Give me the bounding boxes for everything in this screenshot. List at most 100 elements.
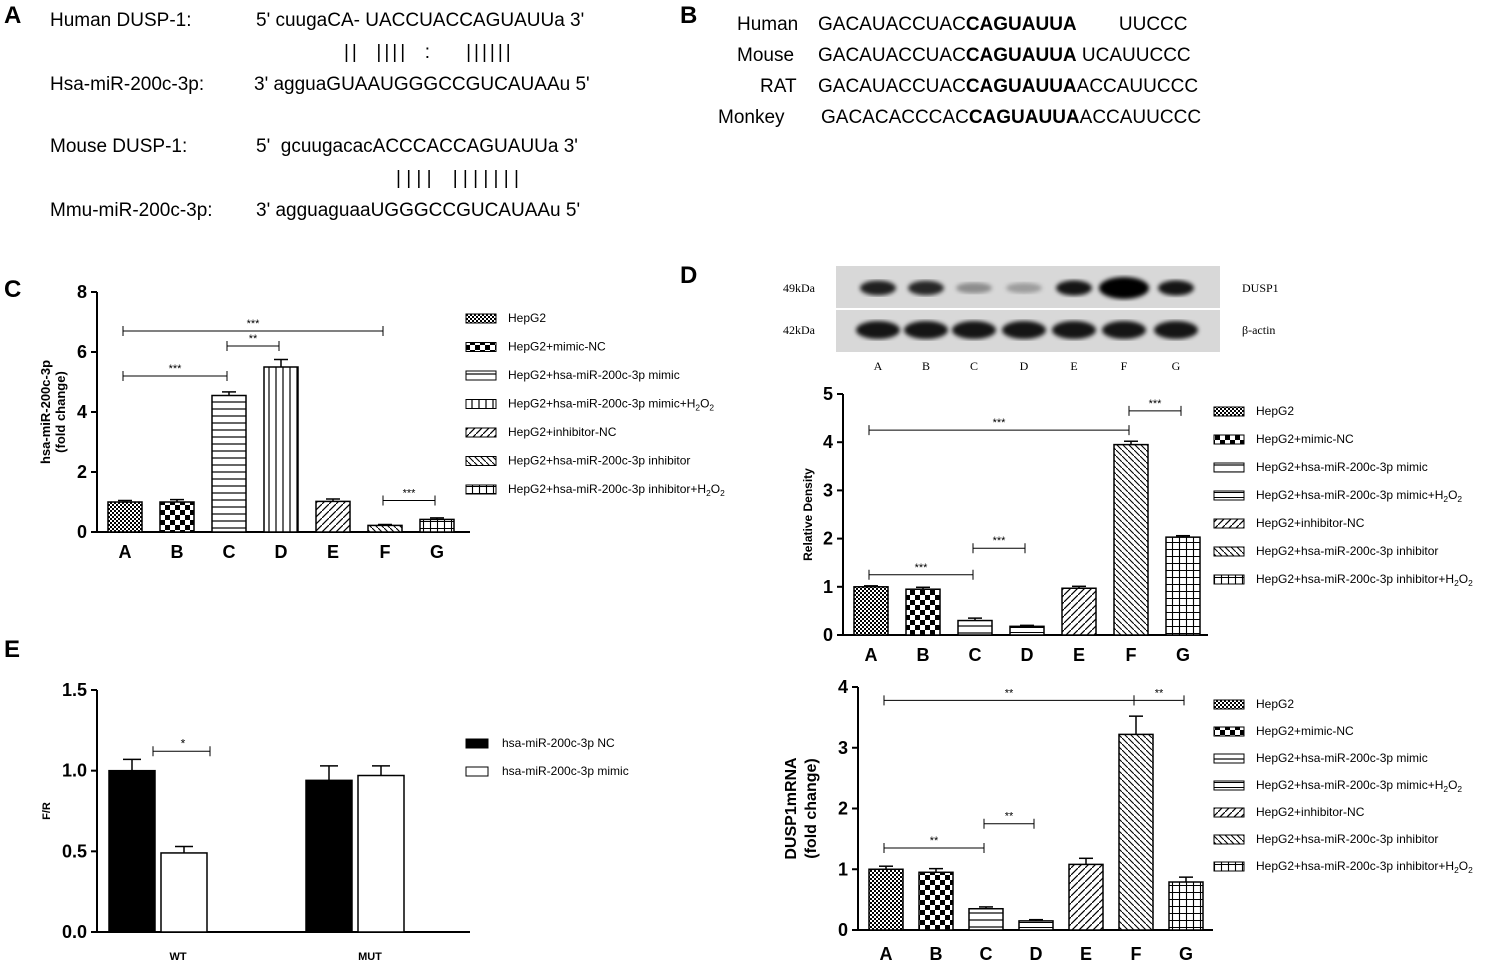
mmu-mir-seq: 3' agguaguaaUGGGCCGUCAUAAu 5' [256, 200, 581, 221]
y-tick-label: 1 [823, 577, 833, 597]
y-axis-label: F/R [41, 802, 53, 820]
x-tick-label: D [1021, 645, 1034, 665]
actin-band [952, 321, 996, 339]
legend-label: HepG2+mimic-NC [1256, 724, 1354, 738]
x-tick-label: E [1080, 944, 1092, 963]
bar-F [1113, 443, 1149, 636]
significance-label: ** [930, 835, 939, 847]
legend-label: HepG2 [1256, 404, 1294, 418]
y-tick-label: 4 [77, 402, 87, 422]
dusp1-band [908, 280, 944, 296]
lane-label: E [1070, 359, 1077, 373]
x-tick-label: A [119, 542, 132, 562]
y-tick-label: 1.0 [62, 761, 87, 781]
x-tick-label: B [171, 542, 184, 562]
align-pre: GACAUACCUAC [818, 14, 966, 35]
legend-swatch [1213, 490, 1245, 501]
legend-c: HepG2 HepG2+mimic-NC HepG2+hsa-miR-200c-3p… [465, 311, 725, 498]
bar-F [367, 524, 403, 533]
y-axis-label: (fold change) [803, 758, 820, 858]
bar-E [1061, 587, 1097, 636]
western-blot: 49kDa 42kDa DUSP1 β-actin A B C D E F G [783, 266, 1279, 373]
panel-letter-d: D [680, 262, 698, 289]
actin-band [1154, 321, 1198, 339]
human-dusp1-seq: 5' cuugaCA- UACCUACCAGUAUUa 3' [256, 10, 585, 31]
legend-label: HepG2+mimic-NC [1256, 432, 1354, 446]
dusp1-band [1158, 280, 1194, 296]
bar-E [315, 500, 351, 533]
legend-label: HepG2+hsa-miR-200c-3p inhibitor [508, 454, 690, 468]
actin-band [856, 321, 900, 339]
legend-swatch [465, 313, 497, 324]
legend-swatch [1213, 834, 1245, 845]
y-tick-label: 5 [823, 384, 833, 404]
mw-label-42: 42kDa [783, 323, 816, 337]
human-pairing-lines: || |||| : |||||| [344, 42, 514, 63]
x-tick-label: B [930, 944, 943, 963]
bar-G [419, 518, 455, 533]
protein-label-dusp1: DUSP1 [1242, 281, 1279, 295]
bar-A [107, 501, 143, 533]
legend-swatch [465, 427, 497, 438]
legend-label: HepG2 [508, 311, 546, 325]
bar-D [1009, 625, 1045, 636]
panel-letter-b: B [680, 2, 698, 29]
legend-label: HepG2+hsa-miR-200c-3p mimic+H2O2 [1256, 488, 1462, 504]
bar-C [211, 394, 247, 533]
x-tick-label: F [1131, 944, 1142, 963]
y-tick-label: 8 [77, 282, 87, 302]
legend-label: HepG2+hsa-miR-200c-3p inhibitor [1256, 544, 1438, 558]
bar-G [1165, 536, 1201, 636]
align-core: CAGUAUUA [965, 45, 1077, 66]
bar-MUT [305, 779, 353, 933]
bar-C [957, 619, 993, 636]
chart-D: 0 1 2 3 4 5 Relative Density A B C D E F G *** *** *** **… [801, 384, 1208, 665]
legend-label: HepG2+hsa-miR-200c-3p inhibitor [1256, 832, 1438, 846]
actin-band [1102, 321, 1146, 339]
align-human: GACAUACCUACCAGUAUUA UUCCC [818, 14, 1187, 36]
legend-label: HepG2+inhibitor-NC [1256, 516, 1365, 530]
y-tick-label: 1 [838, 859, 848, 879]
align-core: CAGUAUUA [965, 76, 1077, 97]
protein-label-actin: β-actin [1242, 323, 1275, 337]
lane-label: B [922, 359, 930, 373]
legend-label: HepG2+hsa-miR-200c-3p mimic [1256, 751, 1428, 765]
significance-label: * [181, 736, 186, 750]
mouse-dusp1-seq: 5' gcuugacacACCCACCAGUAUUa 3' [256, 136, 578, 157]
bar-E [1068, 863, 1104, 931]
significance-label: *** [1149, 398, 1163, 410]
dusp1-band [860, 280, 896, 296]
significance-label: ** [1005, 811, 1014, 823]
significance-label: *** [993, 417, 1007, 429]
species-monkey: Monkey [718, 107, 785, 128]
legend-swatch [1213, 546, 1245, 557]
significance-label: *** [403, 488, 417, 500]
legend-label: HepG2+hsa-miR-200c-3p inhibitor+H2O2 [508, 482, 725, 498]
legend-d: HepG2 HepG2+mimic-NC HepG2+hsa-miR-200c-3p… [1213, 404, 1473, 588]
actin-band [1002, 321, 1046, 339]
x-tick-label: WT [169, 951, 186, 963]
align-post: ACCAUUCCC [1076, 76, 1199, 97]
chart-D2: 0 1 2 3 4 DUSP1mRNA (fold change) A B C D E F G ** ** **… [783, 677, 1213, 963]
x-tick-label: E [327, 542, 339, 562]
y-tick-label: 4 [823, 432, 833, 452]
y-tick-label: 0.0 [62, 922, 87, 942]
align-core: CAGUAUUA [965, 14, 1077, 35]
mouse-dusp1-name: Mouse DUSP-1: [50, 136, 188, 157]
significance-label: ** [1155, 687, 1164, 699]
align-post: UUCCC [1076, 14, 1188, 35]
x-tick-label: C [980, 944, 993, 963]
align-mouse: GACAUACCUACCAGUAUUA UCAUUCCC [818, 45, 1191, 67]
bar-G [1168, 881, 1204, 931]
x-tick-label: F [1126, 645, 1137, 665]
y-tick-label: 1.5 [62, 680, 87, 700]
x-tick-label: B [917, 645, 930, 665]
legend-swatch [1213, 861, 1245, 872]
legend-label: HepG2+hsa-miR-200c-3p mimic [1256, 460, 1428, 474]
significance-label: *** [247, 318, 261, 330]
align-rat: GACAUACCUACCAGUAUUAACCAUUCCC [818, 76, 1198, 98]
bar-C [968, 907, 1004, 931]
species-rat: RAT [760, 76, 797, 97]
legend-label: HepG2+hsa-miR-200c-3p inhibitor+H2O2 [1256, 572, 1473, 588]
legend-label: hsa-miR-200c-3p mimic [502, 764, 629, 778]
